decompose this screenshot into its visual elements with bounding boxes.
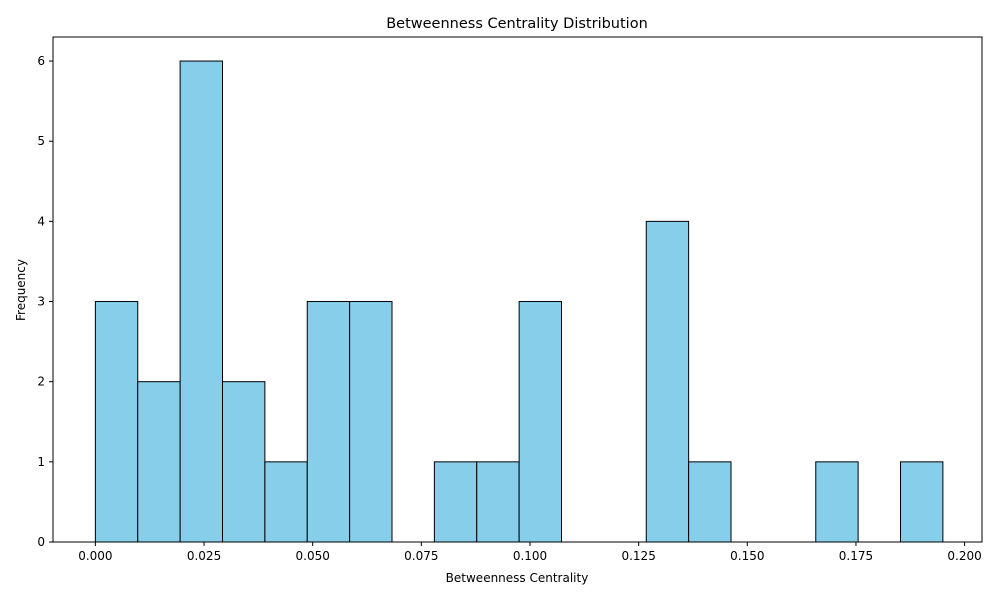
x-axis-label: Betweenness Centrality bbox=[446, 571, 589, 585]
x-tick-label: 0.025 bbox=[187, 549, 221, 563]
histogram-bar bbox=[222, 381, 266, 543]
y-axis-ticks: 0 1 2 3 4 5 6 bbox=[37, 54, 53, 549]
histogram-bar bbox=[433, 461, 478, 543]
x-tick-label: 0.175 bbox=[839, 549, 873, 563]
x-axis-ticks: 0.000 0.025 0.050 0.075 0.100 0.125 0.150 0.175… bbox=[78, 542, 982, 563]
histogram-bar bbox=[94, 301, 139, 543]
y-tick-label: 6 bbox=[37, 54, 45, 68]
chart-title: Betweenness Centrality Distribution bbox=[386, 16, 648, 32]
x-tick-label: 0.000 bbox=[78, 549, 112, 563]
y-tick-label: 4 bbox=[37, 214, 45, 228]
y-axis-label: Frequency bbox=[14, 259, 28, 321]
histogram-bar bbox=[900, 461, 944, 543]
x-tick-label: 0.125 bbox=[621, 549, 655, 563]
histogram-bar bbox=[264, 461, 308, 543]
x-tick-label: 0.100 bbox=[513, 549, 547, 563]
x-tick-label: 0.150 bbox=[730, 549, 764, 563]
y-tick-label: 3 bbox=[37, 295, 45, 309]
histogram-bar bbox=[476, 461, 520, 543]
histogram-bar bbox=[179, 60, 224, 543]
histogram-bar bbox=[645, 220, 690, 543]
x-tick-label: 0.200 bbox=[947, 549, 981, 563]
histogram-bar bbox=[137, 381, 181, 543]
histogram-bar bbox=[518, 301, 563, 543]
plot-frame bbox=[52, 36, 983, 543]
histogram-bar bbox=[688, 461, 732, 543]
y-tick-label: 1 bbox=[37, 455, 45, 469]
bars-group bbox=[94, 60, 944, 543]
x-tick-label: 0.075 bbox=[404, 549, 438, 563]
y-tick-label: 0 bbox=[37, 535, 45, 549]
x-tick-label: 0.050 bbox=[296, 549, 330, 563]
histogram-bar bbox=[815, 461, 859, 543]
histogram-bar bbox=[349, 301, 393, 543]
histogram-bar bbox=[306, 301, 351, 543]
y-tick-label: 5 bbox=[37, 134, 45, 148]
y-tick-label: 2 bbox=[37, 375, 45, 389]
